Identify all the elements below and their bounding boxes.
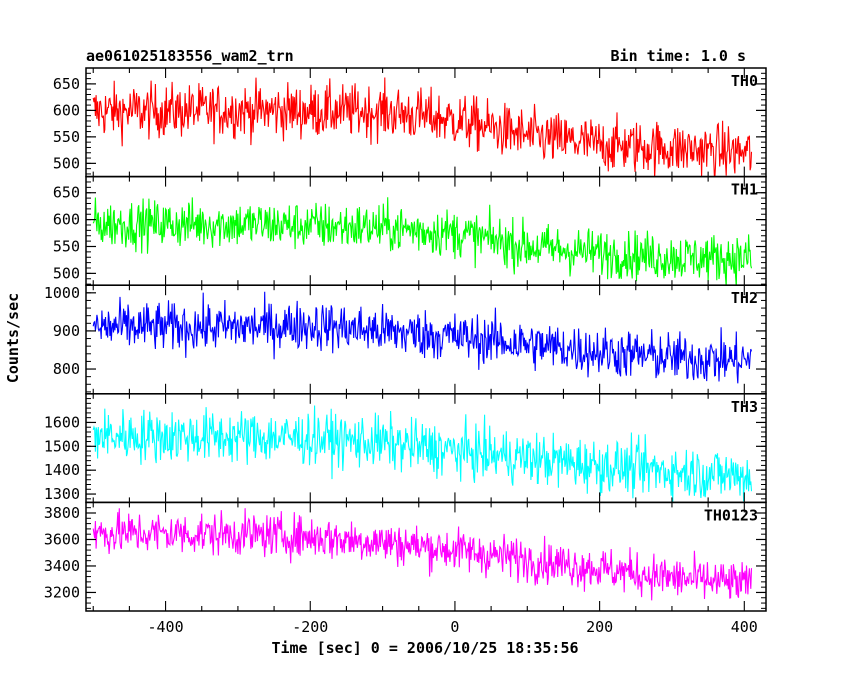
x-tick-label: -400 <box>148 618 184 636</box>
panel-th0: 500 550 600 650 TH0 <box>53 67 767 178</box>
y-tick-label: 600 <box>53 211 80 229</box>
panel-th3: 1300 1400 1500 1600 TH3 <box>44 393 767 504</box>
y-tick-label: 1400 <box>44 461 80 479</box>
series-line-th0 <box>92 77 753 177</box>
x-tick-label: -200 <box>292 618 328 636</box>
y-tick-label: 500 <box>53 154 80 172</box>
y-axis-title: Counts/sec <box>4 293 22 383</box>
x-tick-label: 0 <box>450 618 459 636</box>
plot-title: ae061025183556_wam2_trn <box>86 47 294 65</box>
y-tick-label: 3200 <box>44 583 80 601</box>
panel-th2: 800 900 1000 TH2 <box>44 284 767 395</box>
series-line-th3 <box>92 405 753 503</box>
y-tick-label: 1600 <box>44 413 80 431</box>
x-axis-title: Time [sec] 0 = 2006/10/25 18:35:56 <box>271 639 578 657</box>
series-line-th2 <box>92 291 753 384</box>
y-tick-label: 600 <box>53 101 80 119</box>
series-line-th1 <box>92 197 753 286</box>
y-tick-label: 3800 <box>44 504 80 522</box>
panel-label-th0: TH0 <box>731 72 758 90</box>
panel-label-th1: TH1 <box>731 181 758 199</box>
panels-group: 500 550 600 650 TH0 500 550 600 650 TH1 800 900 1000… <box>44 67 767 636</box>
y-tick-label: 650 <box>53 75 80 93</box>
y-tick-label: 550 <box>53 128 80 146</box>
series-line-th0123 <box>92 508 753 601</box>
y-tick-label: 900 <box>53 322 80 340</box>
bin-time-label: Bin time: 1.0 s <box>611 47 746 65</box>
y-tick-label: 3400 <box>44 557 80 575</box>
y-tick-label: 3600 <box>44 530 80 548</box>
y-tick-label: 650 <box>53 184 80 202</box>
x-tick-label: 400 <box>731 618 758 636</box>
y-tick-label: 800 <box>53 360 80 378</box>
panel-th1: 500 550 600 650 TH1 <box>53 175 767 286</box>
panel-label-th3: TH3 <box>731 398 758 416</box>
panel-th0123: 3200 3400 3600 3800 TH0123 <box>44 501 767 612</box>
y-tick-label: 1000 <box>44 284 80 302</box>
y-tick-label: 500 <box>53 264 80 282</box>
panel-frame <box>85 501 767 612</box>
panel-label-th2: TH2 <box>731 289 758 307</box>
panel-label-th0123: TH0123 <box>704 506 758 524</box>
panel-frame <box>85 284 767 395</box>
y-tick-label: 550 <box>53 237 80 255</box>
y-tick-label: 1500 <box>44 437 80 455</box>
y-tick-label: 1300 <box>44 485 80 503</box>
x-tick-label: 200 <box>586 618 613 636</box>
